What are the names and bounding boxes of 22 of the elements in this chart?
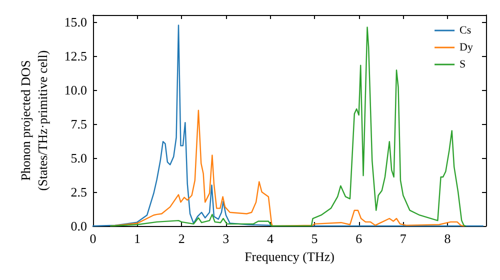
x-tick-label: 2 — [178, 231, 185, 246]
y-tick-label: 12.5 — [64, 48, 87, 64]
x-tick-label: 5 — [311, 231, 318, 246]
y-tick-label: 15.0 — [64, 14, 87, 30]
x-tick-label: 6 — [356, 231, 363, 246]
y-tick-label: 2.5 — [70, 184, 87, 200]
legend-label: S — [460, 58, 466, 70]
y-axis-title: Phonon projected DOS (States/THz·primitive cell) — [18, 50, 50, 191]
legend-label: Dy — [460, 42, 474, 54]
x-tick-label: 0 — [90, 231, 96, 246]
x-tick-label: 7 — [400, 231, 407, 246]
legend-label: Cs — [460, 24, 472, 36]
x-axis-title: Frequency (THz) — [244, 249, 334, 264]
y-tick-label: 0.0 — [70, 218, 87, 234]
y-tick-label: 5.0 — [70, 150, 87, 166]
y-tick-label: 7.5 — [70, 116, 87, 132]
line-series — [110, 110, 464, 227]
y-tick-label: 10.0 — [64, 82, 87, 98]
x-tick-label: 3 — [222, 231, 230, 246]
x-tick-label: 1 — [134, 231, 141, 246]
x-tick-label: 8 — [444, 231, 451, 246]
x-tick-label: 4 — [266, 231, 274, 246]
